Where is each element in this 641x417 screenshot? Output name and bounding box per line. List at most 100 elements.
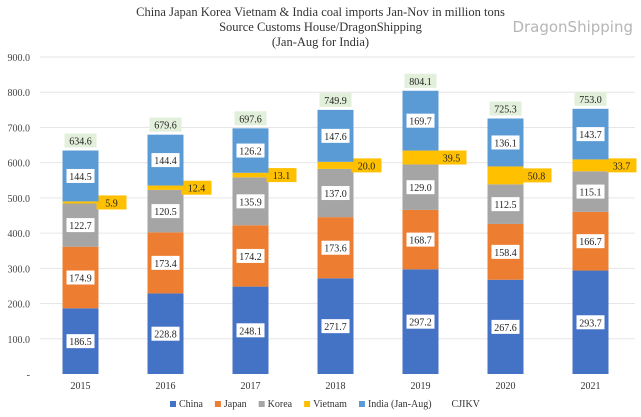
data-label-box [321,128,350,143]
vietnam-label-box [266,168,297,183]
data-label-box [406,180,435,195]
data-label: 122.7 [69,221,92,232]
total-label: 697.6 [239,114,262,125]
x-tick-label: 2016 [156,381,176,392]
bar-vietnam [572,159,609,172]
data-label: 144.5 [69,172,92,183]
data-label-box [406,314,435,329]
data-label: 20.0 [358,161,376,172]
data-label-box [151,255,180,270]
data-label-box [406,113,435,128]
data-label-box [151,204,180,219]
data-label: 129.0 [409,183,432,194]
data-label: 126.2 [239,147,262,158]
data-label: 166.7 [579,237,602,248]
data-label-box [151,153,180,168]
data-label-box [491,319,520,334]
data-label: 112.5 [494,200,516,211]
data-label: 173.6 [324,244,347,255]
data-label: 158.4 [494,248,517,259]
data-label-box [576,234,605,249]
data-label: 174.2 [239,252,262,263]
watermark: DragonShipping [512,18,633,36]
data-label: 137.0 [324,189,347,200]
bar-vietnam [317,161,354,169]
vietnam-label-box [606,158,637,173]
vietnam-label-box [351,158,382,173]
bar-vietnam [402,150,439,165]
data-label: 50.8 [528,171,546,182]
data-label: 173.4 [154,259,177,270]
total-label-box [489,101,522,116]
data-label-box [576,184,605,199]
data-label: 293.7 [579,318,602,329]
legend-label: Vietnam [313,399,347,410]
data-label-box [236,143,265,158]
data-label-box [491,197,520,212]
data-label: 169.7 [409,117,432,128]
y-tick-label: 200.0 [8,300,31,311]
y-tick-label: 900.0 [8,53,31,64]
chart-subtitle-1: Source Customs House/DragonShipping [219,20,422,34]
chart-title: China Japan Korea Vietnam & India coal i… [136,5,505,19]
legend-swatch-vietnam [304,401,311,407]
total-label: 753.0 [579,95,602,106]
data-label: 271.7 [324,322,347,333]
chart-subtitle-2: (Jan-Aug for India) [271,35,370,49]
legend-label: India (Jan-Aug) [368,399,432,410]
data-label: 115.1 [579,188,601,199]
y-tick-label: 100.0 [8,335,31,346]
y-tick-label: 500.0 [8,194,31,205]
data-label: 248.1 [239,326,262,337]
data-label: 297.2 [409,318,432,329]
data-label: 174.9 [69,274,92,285]
legend-swatch-india [358,401,365,407]
data-label: 120.5 [154,207,177,218]
data-label-box [321,319,350,334]
data-label-box [321,186,350,201]
legend-label: Japan [224,399,247,410]
data-label: 143.7 [579,130,602,141]
legend-swatch-japan [214,401,221,407]
data-label: 267.6 [494,323,517,334]
total-label: 634.6 [69,136,92,147]
vietnam-label-box [436,150,467,165]
data-label: 136.1 [494,138,517,149]
data-label-box [66,334,95,349]
total-label: 804.1 [409,77,432,88]
data-label-box [576,315,605,330]
data-label: 186.5 [69,337,92,348]
y-tick-label: 600.0 [8,159,31,170]
data-label: 5.9 [105,198,118,209]
total-label: 749.9 [324,96,347,107]
data-label: 144.4 [154,156,177,167]
data-label-box [66,218,95,233]
y-tick-label: 400.0 [8,229,31,240]
data-label-box [491,244,520,259]
data-label-box [236,194,265,209]
x-tick-label: 2021 [581,381,601,392]
total-label: 679.6 [154,121,177,132]
x-tick-label: 2019 [411,381,431,392]
total-label: 725.3 [494,105,517,116]
data-label-box [491,135,520,150]
total-label-box [404,73,437,88]
data-label: 135.9 [239,197,262,208]
data-label: 12.4 [188,184,206,195]
total-label-box [234,111,267,126]
data-label-box [406,232,435,247]
data-label-box [321,240,350,255]
data-label: 228.8 [154,330,177,341]
bar-vietnam [232,172,269,178]
data-label-box [236,248,265,263]
x-tick-label: 2015 [71,381,91,392]
data-label-box [66,270,95,285]
y-tick-label: - [27,370,30,381]
vietnam-label-box [181,180,212,195]
x-tick-label: 2017 [241,381,261,392]
y-tick-label: 800.0 [8,88,31,99]
y-tick-label: 700.0 [8,123,31,134]
data-label: 33.7 [613,161,631,172]
data-label-box [66,168,95,183]
